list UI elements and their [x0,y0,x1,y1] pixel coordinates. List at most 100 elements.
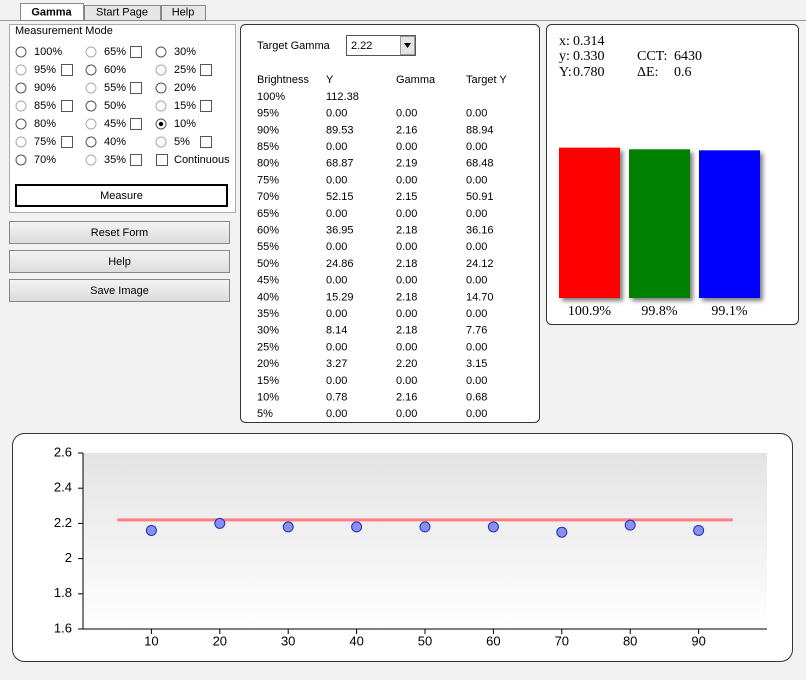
radio-button[interactable] [85,100,97,112]
option-label[interactable]: 40% [104,136,126,148]
tab[interactable] [161,5,206,21]
option-label[interactable]: 50% [104,100,126,112]
option-label[interactable]: Continuous [174,154,230,166]
button[interactable] [9,250,230,273]
radio-button[interactable] [85,64,97,76]
option-label[interactable]: 90% [34,82,56,94]
button[interactable] [9,279,230,302]
checkbox[interactable] [130,46,142,58]
tab[interactable] [84,5,161,21]
table-cell: 0.00 [396,108,417,120]
stat-label: ΔE: [637,65,658,80]
option-label[interactable]: 60% [104,64,126,76]
table-cell: 5% [257,408,273,420]
table-cell: 0.00 [466,408,487,420]
table-cell: 2.19 [396,158,417,170]
table-cell: 24.86 [326,258,354,270]
x-tick-label: 80 [623,633,637,648]
checkbox[interactable] [130,82,142,94]
radio-button[interactable] [15,46,27,58]
option-label[interactable]: 100% [34,46,62,58]
table-cell: 90% [257,124,279,136]
radio-button[interactable] [15,154,27,166]
checkbox[interactable] [61,136,73,148]
measure-button[interactable] [15,184,228,207]
option-label[interactable]: 55% [104,82,126,94]
table-cell: 2.16 [396,392,417,404]
radio-button[interactable] [155,136,167,148]
radio-button[interactable] [85,154,97,166]
radio-button[interactable] [155,46,167,58]
checkbox[interactable] [61,100,73,112]
gamma-point [351,521,363,533]
button-label[interactable]: Save Image [90,285,149,297]
checkbox[interactable] [130,154,142,166]
radio-button[interactable] [85,46,97,58]
checkbox[interactable] [200,136,212,148]
gamma-point [693,524,705,536]
x-tick-label: 70 [555,633,569,648]
option-label[interactable]: 5% [174,136,190,148]
button-label[interactable]: Reset Form [91,227,148,239]
radio-button[interactable] [155,64,167,76]
radio-button[interactable] [15,136,27,148]
gamma-point [487,521,499,533]
rgb-bar-label: 100.9% [568,304,612,319]
measure-button-label[interactable]: Measure [100,190,143,202]
option-label[interactable]: 20% [174,82,196,94]
option-label[interactable]: 80% [34,118,56,130]
option-label[interactable]: 85% [34,100,56,112]
radio-button[interactable] [15,100,27,112]
rgb-bar-label: 99.8% [641,304,678,319]
ui: Gamma Start Page Help Measurement Mode 100% 9… [9,3,767,648]
tab[interactable] [20,3,84,21]
tab-label[interactable]: Gamma [31,6,72,18]
radio-button[interactable] [15,82,27,94]
checkbox[interactable] [61,64,73,76]
option-label[interactable]: 70% [34,154,56,166]
radio-button[interactable] [15,118,27,130]
checkbox[interactable] [156,154,168,166]
table-cell: 112.38 [326,91,359,103]
table-cell: 3.27 [326,358,347,370]
table-cell: 0.00 [466,108,487,120]
radio-button[interactable] [85,82,97,94]
radio-button[interactable] [155,100,167,112]
table-cell: 0.68 [466,392,487,404]
combo-box[interactable] [346,35,416,56]
checkbox[interactable] [200,64,212,76]
table-cell: 0.00 [466,308,487,320]
table-cell: 2.18 [396,258,417,270]
radio-button[interactable] [85,118,97,130]
measurement-group [9,24,236,213]
stat-label: Y: [559,65,572,80]
option-label[interactable]: 10% [174,118,196,130]
option-label[interactable]: 25% [174,64,196,76]
button[interactable] [9,221,230,244]
option-label[interactable]: 95% [34,64,56,76]
checkbox[interactable] [130,118,142,130]
radio-button[interactable] [15,64,27,76]
x-tick-label: 10 [144,633,158,648]
option-label[interactable]: 30% [174,46,196,58]
option-label[interactable]: 45% [104,118,126,130]
option-label[interactable]: 35% [104,154,126,166]
option-label[interactable]: 75% [34,136,56,148]
x-tick-label: 40 [349,633,363,648]
tab-label[interactable]: Start Page [96,6,148,18]
button-label[interactable]: Help [108,256,131,268]
radio-button[interactable] [155,82,167,94]
table-cell: 0.00 [326,308,347,320]
checkbox[interactable] [200,100,212,112]
table-header: Brightness [257,74,309,86]
gamma-point [624,519,636,531]
radio-button[interactable] [85,136,97,148]
option-label[interactable]: 15% [174,100,196,112]
tab-label[interactable]: Help [172,6,195,18]
stat-value: 0.330 [573,49,605,64]
table-cell: 24.12 [466,258,494,270]
stat-value: 6430 [674,49,702,64]
combo-value[interactable]: 2.22 [351,40,372,52]
option-label[interactable]: 65% [104,46,126,58]
x-tick-label: 50 [418,633,432,648]
